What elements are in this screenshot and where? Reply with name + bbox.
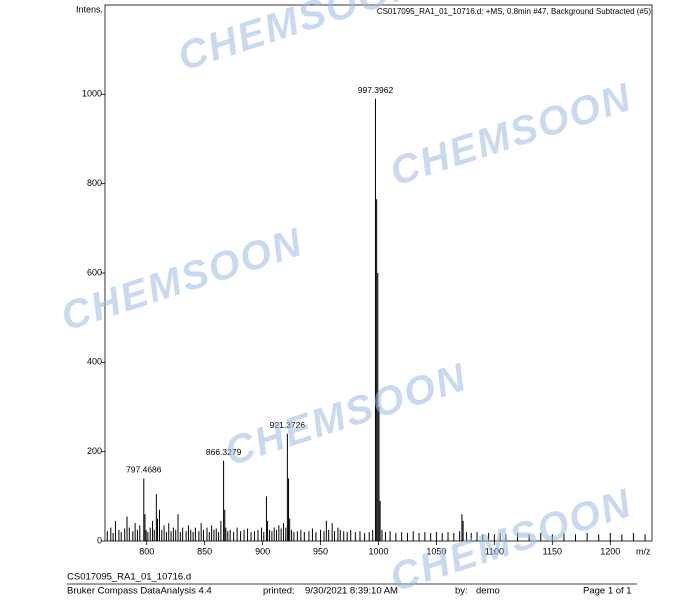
y-tick-label: 600 — [87, 267, 102, 277]
x-tick-label: 1100 — [485, 546, 504, 556]
y-tick-label: 1000 — [82, 89, 102, 99]
x-tick-label: 1050 — [426, 546, 446, 556]
chart-title: CS017095_RA1_01_10716.d: +MS, 0.8min #47… — [377, 7, 652, 16]
watermark: CHEMSOON — [173, 0, 426, 79]
footer-software: Bruker Compass DataAnalysis 4.4 — [67, 586, 212, 597]
watermark: CHEMSOON — [56, 220, 309, 340]
x-tick-label: 950 — [313, 546, 328, 556]
watermarks: CHEMSOON CHEMSOON CHEMSOON CHEMSOON CHEM… — [56, 0, 638, 600]
x-tick-label: 800 — [139, 546, 154, 556]
x-tick-label: 1150 — [543, 546, 562, 556]
y-axis-label: Intens. — [76, 4, 103, 14]
watermark: CHEMSOON — [385, 75, 638, 195]
watermark: CHEMSOON — [220, 355, 473, 475]
peak-label: 797.4686 — [126, 465, 162, 475]
y-tick-label: 0 — [97, 535, 102, 545]
x-tick-label: 1200 — [600, 546, 620, 556]
footer-page: Page 1 of 1 — [583, 586, 632, 597]
footer-by-label: by: — [455, 586, 468, 597]
footer-by: demo — [476, 586, 500, 597]
x-tick-label: 900 — [255, 546, 270, 556]
y-tick-label: 200 — [87, 446, 102, 456]
footer-file: CS017095_RA1_01_10716.d — [67, 572, 191, 583]
peak-label: 866.3279 — [206, 447, 242, 457]
y-tick-label: 800 — [87, 178, 102, 188]
x-axis-label: m/z — [636, 546, 651, 556]
footer-printed-label: printed: — [263, 586, 295, 597]
spectrum: 0 200 400 600 800 1000 800 850 900 950 1000 1050 110… — [82, 85, 646, 556]
x-tick-label: 850 — [197, 546, 212, 556]
peak-label: 997.3962 — [358, 85, 394, 95]
x-tick-label: 1000 — [368, 546, 388, 556]
footer-printed: 9/30/2021 8:39:10 AM — [305, 586, 398, 597]
y-tick-label: 400 — [87, 357, 102, 367]
peak-label: 921.3726 — [270, 420, 306, 430]
